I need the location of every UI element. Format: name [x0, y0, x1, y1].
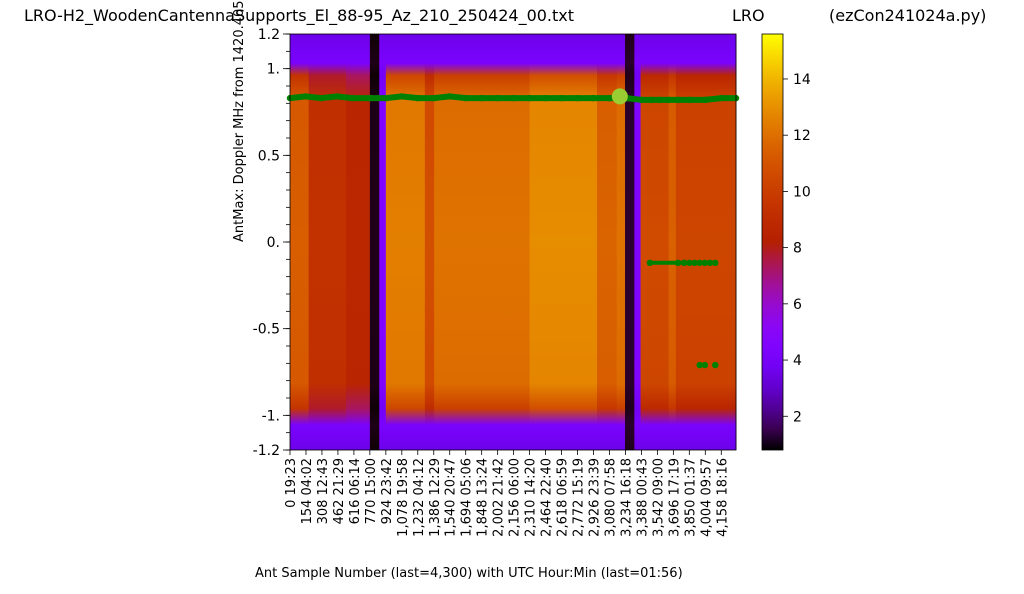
- y-tick-label: 1.2: [258, 27, 280, 43]
- x-tick-label: 1,540 20:47: [444, 458, 459, 537]
- x-tick-label: 2,310 14:20: [524, 458, 539, 537]
- colorbar-tick-label: 6: [793, 297, 802, 313]
- x-tick-label: 2,926 23:39: [587, 458, 602, 537]
- heatmap-band-14: [668, 34, 677, 450]
- heatmap-band-5: [385, 34, 426, 450]
- x-tick-label: 308 12:43: [316, 458, 331, 524]
- x-tick-label: 1,386 12:29: [428, 458, 443, 537]
- heatmap-band-8: [529, 34, 598, 450]
- x-tick-label: 4,158 18:16: [715, 458, 730, 537]
- y-tick-label: -0.5: [253, 322, 280, 338]
- x-tick-label: 4,004 09:57: [699, 458, 714, 537]
- heatmap-band-15: [675, 34, 737, 450]
- x-tick-label: 2,002 21:42: [492, 458, 507, 537]
- y-tick-label: 1.: [267, 62, 280, 78]
- data-point-s0-41: [696, 361, 703, 369]
- data-point-s1-0: [611, 88, 628, 105]
- heatmap-band-11: [625, 34, 635, 450]
- x-tick-label: 154 04:02: [300, 458, 315, 524]
- x-tick-label: 1,232 04:12: [412, 458, 427, 537]
- x-tick-label: 3,388 00:43: [635, 458, 650, 537]
- y-tick-label: 0.: [267, 235, 280, 251]
- y-tick-label: 0.5: [258, 148, 280, 164]
- x-tick-label: 0 19:23: [284, 458, 299, 508]
- colorbar-tick-label: 14: [793, 72, 811, 88]
- x-tick-label: 2,618 06:59: [556, 458, 571, 537]
- y-tick-label: -1.: [262, 408, 280, 424]
- x-tick-label: 1,848 13:24: [476, 458, 491, 537]
- x-tick-label: 770 15:00: [364, 458, 379, 524]
- colorbar-tick-label: 12: [793, 128, 811, 144]
- heatmap-band-9: [597, 34, 618, 450]
- heatmap-band-6: [424, 34, 435, 450]
- colorbar-tick-label: 4: [793, 353, 802, 369]
- x-tick-label: 3,542 09:00: [651, 458, 666, 537]
- heatmap-band-13: [640, 34, 670, 450]
- data-point-s0-42: [701, 361, 709, 369]
- heatmap-band-0: [290, 34, 310, 450]
- heatmap-band-7: [434, 34, 531, 450]
- x-tick-label: 462 21:29: [332, 458, 347, 524]
- heatmap-band-4: [379, 34, 387, 450]
- x-tick-label: 616 06:14: [348, 458, 363, 524]
- x-tick-label: 3,234 16:18: [619, 458, 634, 537]
- x-tick-label: 924 23:42: [380, 458, 395, 524]
- x-tick-label: 3,850 01:37: [683, 458, 698, 537]
- colorbar-tick-label: 10: [793, 184, 811, 200]
- y-tick-label: -1.2: [253, 443, 280, 459]
- x-tick-label: 3,696 17:19: [667, 458, 682, 537]
- heatmap-band-2: [346, 34, 371, 450]
- program-label: (ezCon241024a.py): [829, 6, 987, 25]
- data-point-s0-43: [712, 361, 719, 369]
- x-axis-label: Ant Sample Number (last=4,300) with UTC …: [255, 566, 683, 581]
- heatmap-band-3: [369, 34, 380, 450]
- colorbar: [761, 33, 784, 451]
- heatmap-band-1: [308, 34, 347, 450]
- data-line-s0: [289, 93, 736, 103]
- station-label: LRO: [732, 6, 765, 25]
- file-name-title: LRO-H2_WoodenCantennaSupports_El_88-95_A…: [24, 6, 575, 25]
- heatmap-band-10: [616, 34, 626, 450]
- x-tick-label: 2,156 06:00: [508, 458, 523, 537]
- colorbar-tick-label: 2: [793, 409, 802, 425]
- x-tick-label: 1,078 19:58: [396, 458, 411, 537]
- x-tick-label: 3,080 07:58: [603, 458, 618, 537]
- x-tick-label: 2,464 22:40: [540, 458, 555, 537]
- colorbar-tick-label: 8: [793, 241, 802, 257]
- heatmap-band-12: [634, 34, 642, 450]
- y-axis-label: AntMax: Doppler MHz from 1420.405 MHz: [232, 0, 247, 242]
- x-tick-label: 1,694 05:06: [460, 458, 475, 537]
- x-tick-label: 2,772 15:19: [572, 458, 587, 537]
